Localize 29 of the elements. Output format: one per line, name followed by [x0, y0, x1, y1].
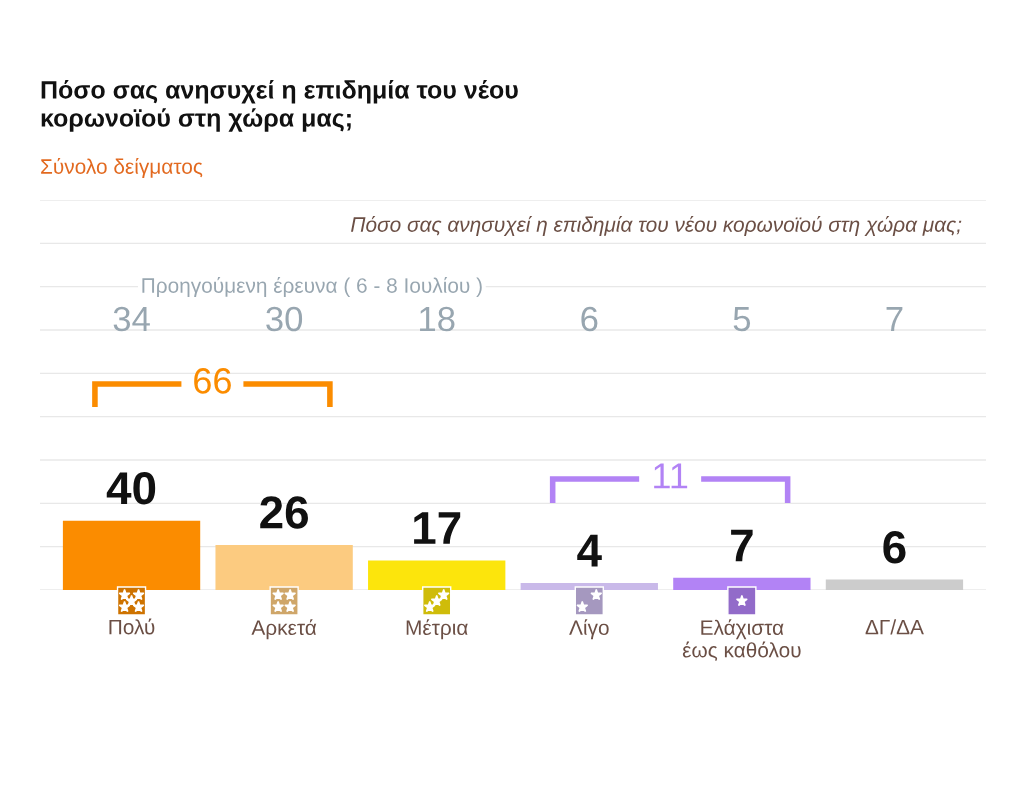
data-label: 4	[577, 534, 602, 567]
annotation: 66	[194, 368, 231, 394]
x-tick-label: ΔΓ/ΔΑ	[865, 619, 924, 635]
annotation: 34	[113, 306, 150, 332]
x-tick-label: Λίγο	[569, 619, 609, 640]
annotation: Προηγούμενη έρευνα ( 6 - 8 Ιουλίου )	[142, 276, 482, 298]
x-tick-label: Ελάχιστα έως καθόλου	[682, 619, 801, 661]
bar	[368, 560, 506, 590]
annotation: 6	[581, 306, 598, 332]
x-tick-label: Αρκετά	[251, 619, 317, 640]
bar	[62, 520, 201, 590]
x-tick-label: Μέτρια	[406, 619, 468, 640]
data-label: 17	[414, 512, 461, 544]
annotation: Πόσο σας ανησυχεί η επιδημία του νέου κορωνοϊού στη χώρα μας;	[351, 215, 962, 237]
data-label: 6	[883, 530, 906, 564]
annotation: 5	[733, 307, 751, 332]
annotation: 11	[654, 463, 688, 489]
chart-subtitle: Σύνολο δείγματος	[41, 157, 203, 178]
data-label: 40	[106, 472, 156, 505]
chart-title: Πόσο σας ανησυχεί η επιδημία του νέου κορωνοϊού στη χώρα μας;	[41, 79, 518, 132]
bar	[673, 577, 811, 590]
annotation: 7	[886, 307, 903, 331]
annotation: 30	[266, 306, 303, 332]
bar	[215, 544, 353, 590]
annotation: 18	[420, 306, 455, 332]
x-tick-label: Πολύ	[109, 618, 155, 635]
data-label: 26	[260, 496, 308, 529]
bar	[825, 579, 964, 590]
data-label: 7	[731, 529, 753, 562]
